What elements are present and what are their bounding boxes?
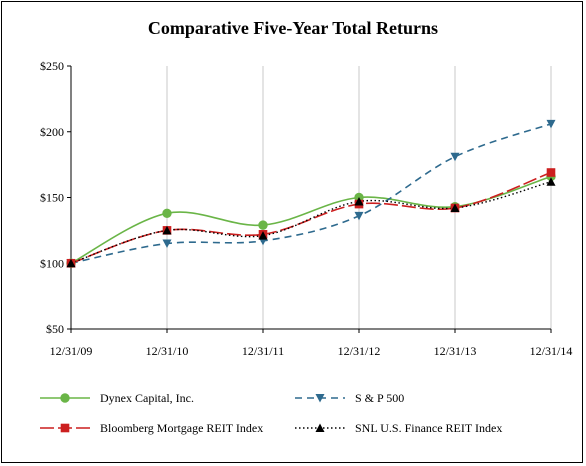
y-tick-label: $100	[40, 256, 64, 270]
legend-marker	[315, 394, 325, 403]
x-tick-label: 12/31/13	[434, 344, 477, 358]
y-tick-label: $250	[40, 59, 64, 73]
legend-item: SNL U.S. Finance REIT Index	[295, 421, 502, 435]
data-point-3-5	[546, 177, 556, 186]
legend-marker	[60, 393, 70, 403]
grid-lines	[166, 66, 552, 329]
chart-title: Comparative Five-Year Total Returns	[148, 18, 438, 38]
series-lines	[66, 119, 556, 268]
x-tick-label: 12/31/09	[50, 344, 93, 358]
legend-item: Dynex Capital, Inc.	[40, 391, 194, 405]
data-point-3-1	[162, 225, 172, 235]
x-tick-label: 12/31/12	[338, 344, 381, 358]
series-line-3	[70, 181, 552, 264]
data-point-1-3	[354, 211, 364, 221]
legend-marker	[315, 423, 325, 432]
legend-label: Dynex Capital, Inc.	[100, 391, 194, 405]
data-point-3-0	[66, 258, 76, 268]
legend-marker	[60, 423, 70, 433]
legend-label: SNL U.S. Finance REIT Index	[355, 421, 502, 435]
data-point-1-4	[450, 152, 460, 162]
data-point-0-2	[258, 220, 268, 230]
data-point-1-5	[546, 119, 556, 129]
series-line-0	[70, 175, 552, 264]
y-tick-label: $50	[46, 322, 64, 336]
legend: Dynex Capital, Inc. S & P 500 Bloomberg Mo…	[40, 391, 502, 435]
y-tick-label: $200	[40, 125, 64, 139]
axes: $50 $100 $150 $200 $250 12/31/09 12/31/10 12/31…	[40, 59, 572, 358]
data-point-1-1	[162, 239, 172, 249]
data-point-3-2	[258, 231, 268, 240]
data-point-2-5	[546, 168, 556, 177]
x-tick-label: 12/31/10	[146, 344, 189, 358]
x-tick-label: 12/31/14	[530, 344, 573, 358]
data-point-0-1	[162, 208, 172, 218]
legend-label: S & P 500	[355, 391, 404, 405]
legend-label: Bloomberg Mortgage REIT Index	[100, 421, 263, 435]
legend-item: S & P 500	[295, 391, 404, 405]
y-tick-label: $150	[40, 191, 64, 205]
series-line-2	[70, 171, 552, 265]
legend-item: Bloomberg Mortgage REIT Index	[40, 421, 263, 435]
data-point-3-4	[450, 203, 460, 213]
data-point-3-3	[354, 196, 364, 206]
series-line-1	[70, 123, 552, 265]
x-tick-label: 12/31/11	[242, 344, 284, 358]
